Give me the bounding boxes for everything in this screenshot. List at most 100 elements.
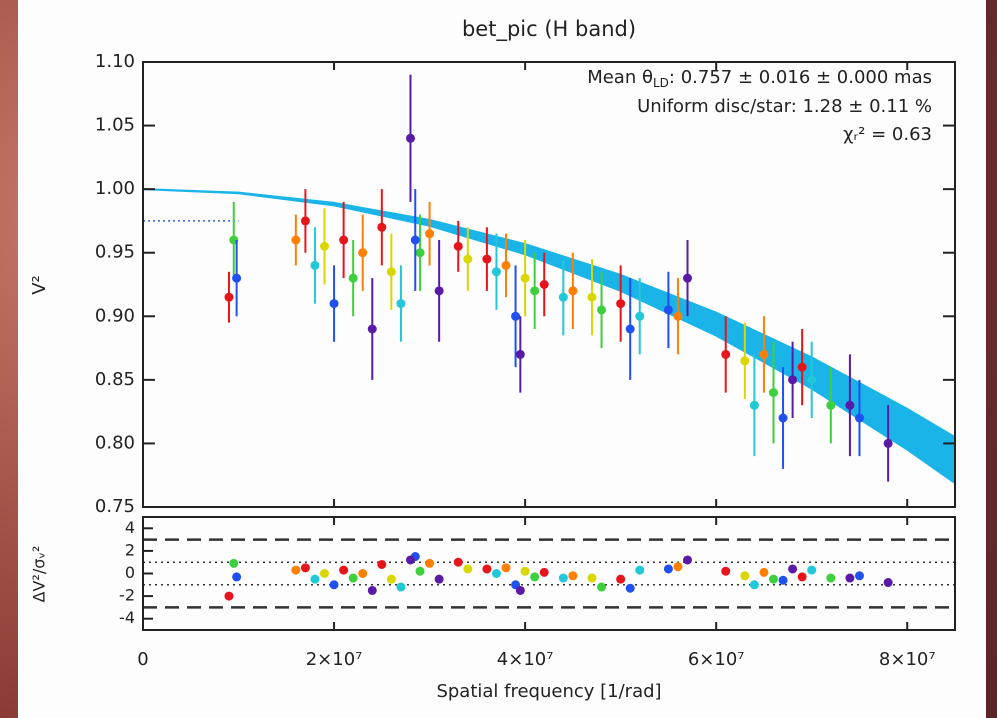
residual-point	[386, 574, 396, 584]
data-point	[854, 413, 864, 423]
data-point	[539, 280, 549, 289]
annotation-part: : 0.757 ± 0.016 ± 0.000 mas	[669, 67, 932, 88]
residual-point	[788, 564, 798, 574]
residual-point	[807, 565, 817, 575]
residual-point	[367, 585, 377, 595]
data-point	[300, 216, 310, 226]
residual-point	[415, 566, 425, 576]
data-point	[511, 311, 521, 321]
data-point	[625, 324, 635, 334]
residual-point	[635, 565, 645, 575]
residual-point	[229, 558, 239, 568]
annotation: Mean θLD: 0.757 ± 0.016 ± 0.000 mas	[587, 67, 932, 90]
residual-point	[425, 558, 435, 568]
residual-point	[358, 569, 368, 578]
residual-frame	[142, 516, 956, 631]
x-tick-label: 4×10⁷	[497, 649, 554, 670]
data-point	[797, 362, 807, 372]
data-point	[501, 260, 511, 270]
data-point	[568, 286, 578, 296]
data-point	[434, 286, 444, 296]
data-point	[616, 299, 626, 309]
data-point	[673, 311, 683, 321]
residual-y-tick-label: 2	[125, 540, 135, 559]
data-point	[367, 324, 377, 334]
data-point	[415, 248, 425, 258]
residual-point	[463, 564, 473, 574]
residual-point	[482, 564, 492, 574]
residual-point	[520, 566, 530, 576]
x-tick-label: 0	[137, 649, 148, 670]
residual-point	[339, 565, 349, 575]
x-tick-label: 2×10⁷	[306, 649, 363, 670]
residual-point	[310, 574, 320, 584]
residual-point	[232, 572, 242, 582]
residual-point	[759, 567, 769, 577]
residual-point	[854, 571, 864, 581]
data-point	[558, 292, 568, 302]
residual-point	[558, 573, 568, 583]
panel-background	[18, 0, 986, 718]
x-axis-label: Spatial frequency [1/rad]	[436, 681, 661, 702]
data-point	[377, 222, 387, 232]
y-tick-label: 0.80	[95, 432, 135, 453]
data-point	[348, 273, 358, 283]
data-point	[386, 267, 396, 277]
annotation: Uniform disc/star: 1.28 ± 0.11 %	[637, 96, 932, 117]
data-point	[635, 311, 645, 321]
y-tick-label: 1.10	[95, 51, 135, 72]
data-point	[482, 254, 492, 264]
data-point	[453, 241, 463, 251]
residual-point	[320, 569, 330, 578]
residual-point	[883, 578, 893, 588]
data-point	[597, 305, 607, 315]
residual-point	[663, 564, 673, 574]
residual-point	[826, 573, 836, 583]
y-tick-label: 1.00	[95, 178, 135, 199]
data-point	[224, 292, 234, 302]
residual-y-tick-label: 4	[125, 518, 135, 537]
data-point	[410, 235, 420, 245]
data-point	[515, 349, 525, 359]
data-point	[310, 260, 320, 270]
residual-point	[597, 582, 607, 592]
y-tick-label: 1.05	[95, 115, 135, 136]
residual-point	[453, 557, 463, 567]
x-tick-label: 6×10⁷	[688, 649, 745, 670]
y-axis-label: V²	[29, 275, 50, 295]
y-tick-label: 0.90	[95, 305, 135, 326]
y-tick-label: 0.85	[95, 369, 135, 390]
data-point	[749, 400, 759, 410]
residual-point	[515, 585, 525, 595]
residual-point	[396, 582, 406, 592]
residual-y-tick-label: -2	[119, 586, 135, 605]
x-tick-label: 8×10⁷	[879, 649, 936, 670]
residual-point	[348, 573, 358, 583]
residual-point	[797, 572, 807, 582]
residual-point	[530, 572, 540, 582]
chart-title: bet_pic (H band)	[462, 17, 636, 42]
data-point	[740, 356, 750, 366]
data-point	[683, 273, 693, 283]
residual-point	[434, 574, 444, 584]
data-point	[358, 248, 368, 258]
data-point	[329, 299, 339, 309]
residual-y-tick-label: -4	[119, 608, 135, 627]
residual-point	[740, 571, 750, 581]
data-point	[788, 375, 798, 385]
residual-point	[568, 571, 578, 581]
data-point	[320, 241, 330, 251]
plot-frame	[142, 61, 956, 508]
data-point	[807, 375, 817, 385]
data-point	[463, 254, 473, 264]
residual-point	[587, 573, 597, 583]
residual-point	[625, 583, 635, 593]
residual-y-label: ΔV²/σᵥ²	[30, 546, 49, 603]
residual-point	[768, 574, 778, 584]
y-tick-label: 0.95	[95, 242, 135, 263]
data-point	[520, 273, 530, 283]
residual-point	[291, 565, 301, 575]
residual-point	[749, 580, 759, 590]
residual-point	[845, 573, 855, 583]
data-point	[587, 292, 597, 302]
